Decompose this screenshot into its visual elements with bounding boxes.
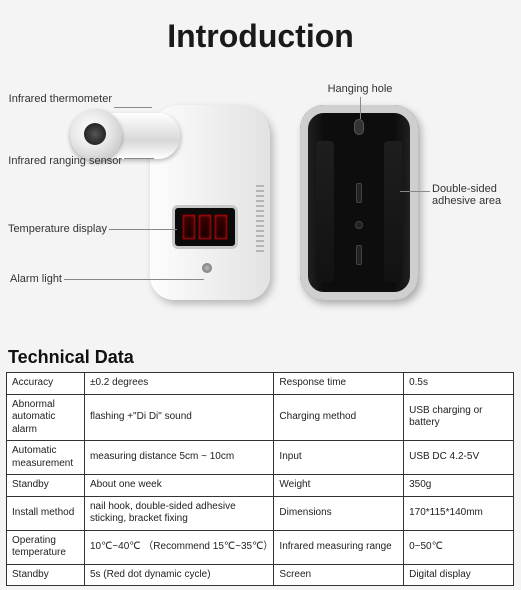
annotation-alarm-light: Alarm light xyxy=(2,273,62,285)
table-row: Automatic measurementmeasuring distance … xyxy=(7,441,514,475)
table-cell: 5s (Red dot dynamic cycle) xyxy=(84,564,273,586)
table-row: Abnormal automatic alarmflashing +"Di Di… xyxy=(7,394,514,441)
annotation-label: Infrared ranging sensor xyxy=(8,155,122,167)
annotation-adhesive-area: Double-sided adhesive area xyxy=(432,183,512,207)
adhesive-strip-left xyxy=(316,141,334,282)
table-row: Install methodnail hook, double-sided ad… xyxy=(7,496,514,530)
seven-segment-digit xyxy=(198,214,212,240)
table-row: Accuracy±0.2 degreesResponse time0.5s xyxy=(7,373,514,395)
table-cell: USB DC 4.2-5V xyxy=(404,441,514,475)
annotation-ranging-sensor: Infrared ranging sensor xyxy=(2,155,122,167)
table-cell: 10℃~40℃ （Recommend 15℃~35℃） xyxy=(84,530,273,564)
table-cell: 0~50℃ xyxy=(404,530,514,564)
annotation-label: Double-sided adhesive area xyxy=(432,183,501,207)
technical-data-table: Accuracy±0.2 degreesResponse time0.5sAbn… xyxy=(6,372,514,586)
technical-data-heading: Technical Data xyxy=(8,347,521,368)
table-cell: Response time xyxy=(274,373,404,395)
table-cell: Digital display xyxy=(404,564,514,586)
table-cell: Input xyxy=(274,441,404,475)
table-cell: Weight xyxy=(274,475,404,497)
table-cell: flashing +"Di Di" sound xyxy=(84,394,273,441)
table-row: Operating temperature10℃~40℃ （Recommend … xyxy=(7,530,514,564)
table-cell: Accuracy xyxy=(7,373,85,395)
mount-slot xyxy=(356,245,362,265)
page-title: Introduction xyxy=(0,0,521,65)
device-back-illustration xyxy=(300,105,418,300)
table-cell: Standby xyxy=(7,564,85,586)
table-cell: Abnormal automatic alarm xyxy=(7,394,85,441)
table-cell: Operating temperature xyxy=(7,530,85,564)
mount-hole xyxy=(355,221,363,229)
seven-segment-digit xyxy=(182,214,196,240)
table-cell: USB charging or battery xyxy=(404,394,514,441)
table-cell: Automatic measurement xyxy=(7,441,85,475)
table-cell: Charging method xyxy=(274,394,404,441)
annotation-label: Alarm light xyxy=(10,273,62,285)
annotation-label: Temperature display xyxy=(8,223,107,235)
table-cell: ±0.2 degrees xyxy=(84,373,273,395)
mount-slot xyxy=(356,183,362,203)
annotation-hanging-hole: Hanging hole xyxy=(320,83,400,95)
table-cell: Infrared measuring range xyxy=(274,530,404,564)
table-cell: Dimensions xyxy=(274,496,404,530)
product-diagram: Infrared thermometer Infrared ranging se… xyxy=(0,75,521,325)
adhesive-strip-right xyxy=(384,141,402,282)
table-row: StandbyAbout one weekWeight350g xyxy=(7,475,514,497)
alarm-light-led xyxy=(202,263,212,273)
annotation-label: Hanging hole xyxy=(328,83,393,95)
hanging-hole xyxy=(354,119,364,135)
table-row: Standby5s (Red dot dynamic cycle)ScreenD… xyxy=(7,564,514,586)
table-cell: measuring distance 5cm ~ 10cm xyxy=(84,441,273,475)
table-cell: 0.5s xyxy=(404,373,514,395)
annotation-label: Infrared thermometer xyxy=(9,93,112,105)
seven-segment-digit xyxy=(214,214,228,240)
speaker-vents xyxy=(256,185,264,255)
table-cell: Standby xyxy=(7,475,85,497)
table-cell: 170*115*140mm xyxy=(404,496,514,530)
table-cell: About one week xyxy=(84,475,273,497)
annotation-infrared-thermometer: Infrared thermometer xyxy=(2,93,112,105)
infrared-lens xyxy=(70,109,122,161)
temperature-display xyxy=(172,205,238,249)
table-cell: Install method xyxy=(7,496,85,530)
annotation-temperature-display: Temperature display xyxy=(2,223,107,235)
table-cell: nail hook, double-sided adhesive stickin… xyxy=(84,496,273,530)
table-cell: Screen xyxy=(274,564,404,586)
table-cell: 350g xyxy=(404,475,514,497)
